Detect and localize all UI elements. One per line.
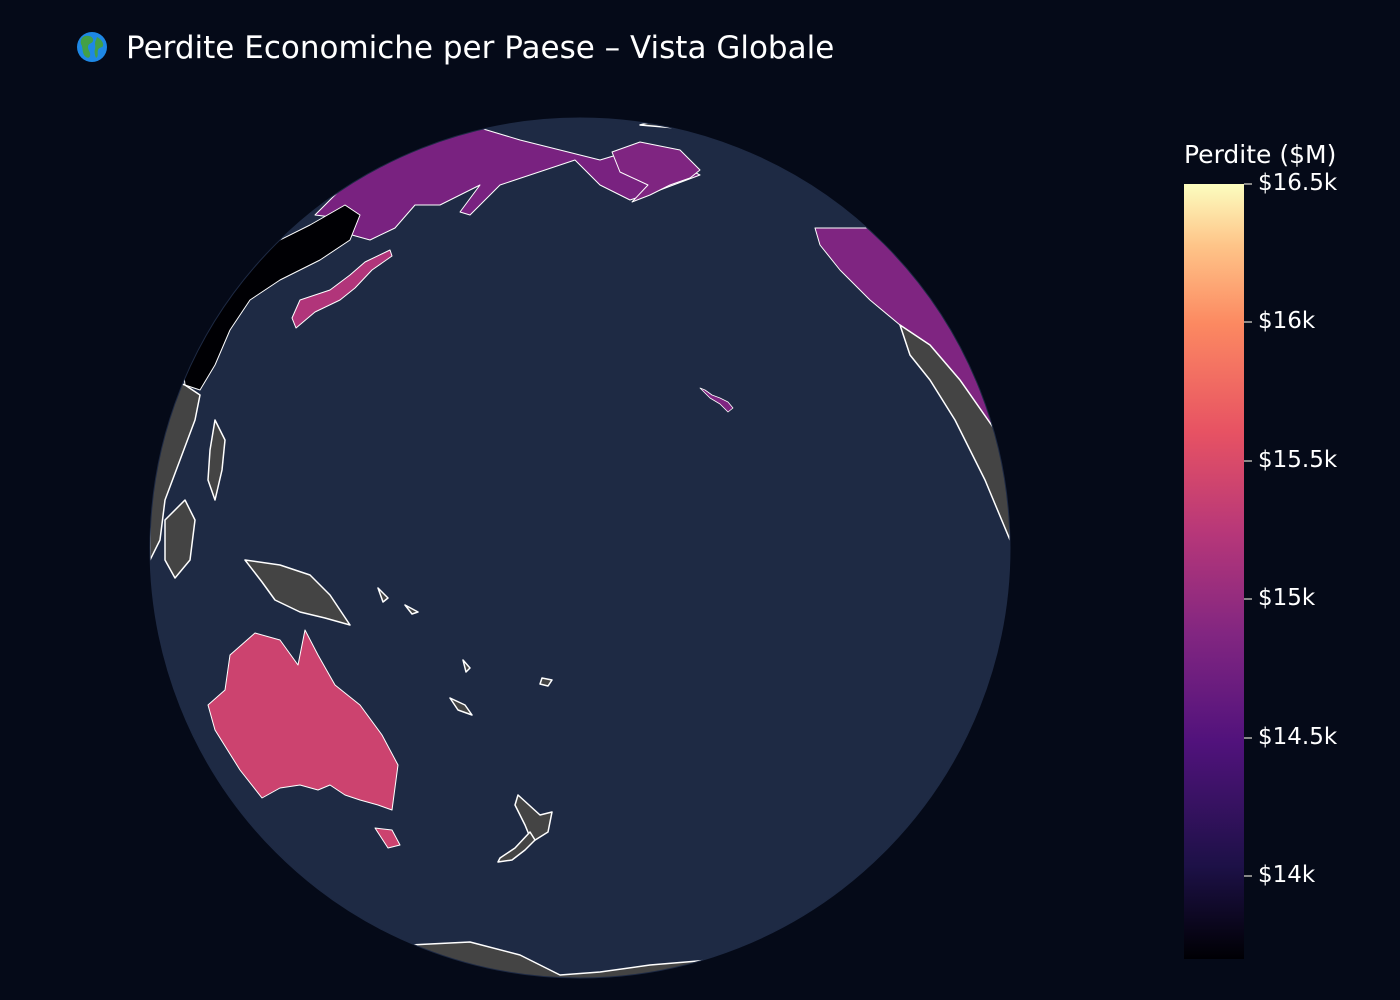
land-philippines bbox=[207, 419, 226, 501]
country-usa-alaska[interactable] bbox=[611, 141, 701, 203]
colorbar-tick bbox=[1244, 459, 1252, 462]
chart-title-text: Perdite Economiche per Paese – Vista Glo… bbox=[126, 30, 835, 66]
colorbar-tick-label: $16k bbox=[1258, 308, 1316, 335]
colorbar-tick bbox=[1244, 183, 1252, 185]
land-new-zealand-south bbox=[497, 831, 536, 863]
land-antarctica bbox=[399, 941, 761, 978]
country-australia-tasmania[interactable] bbox=[374, 827, 401, 849]
land-pacific-islands bbox=[377, 587, 553, 716]
colorbar-tick-label: $16.5k bbox=[1258, 170, 1338, 196]
globe-emoji-icon bbox=[77, 32, 107, 62]
country-usa-hawaii[interactable] bbox=[699, 387, 734, 413]
colorbar-title: Perdite ($M) bbox=[1184, 140, 1337, 169]
country-china[interactable] bbox=[179, 204, 361, 391]
colorbar-tick-label: $14.5k bbox=[1258, 723, 1338, 750]
colorbar-tick bbox=[1244, 874, 1252, 877]
colorbar-tick-label: $15.5k bbox=[1258, 446, 1338, 473]
land-mexico bbox=[899, 324, 1010, 541]
globe-outline bbox=[149, 117, 1011, 979]
country-japan[interactable] bbox=[291, 249, 393, 329]
country-australia[interactable] bbox=[207, 629, 399, 811]
land-new-guinea bbox=[244, 559, 351, 626]
colorbar-tick-label: $14k bbox=[1258, 861, 1316, 888]
colorbar bbox=[1184, 184, 1244, 959]
land-borneo bbox=[164, 499, 196, 579]
colorbar-tick bbox=[1244, 736, 1252, 739]
country-russia[interactable] bbox=[314, 127, 701, 241]
colorbar-tick bbox=[1244, 598, 1252, 601]
colorbar-tick-label: $15k bbox=[1258, 585, 1316, 612]
chart-title: Perdite Economiche per Paese – Vista Glo… bbox=[76, 26, 834, 70]
colorbar-tick bbox=[1244, 321, 1252, 324]
land-new-zealand-north bbox=[514, 794, 553, 843]
